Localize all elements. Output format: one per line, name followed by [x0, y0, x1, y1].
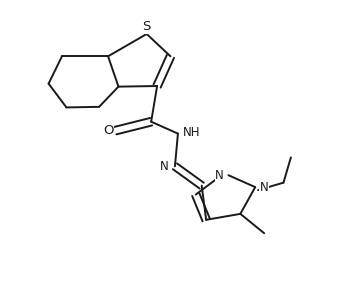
- Text: N: N: [260, 181, 268, 194]
- Text: N: N: [215, 169, 224, 182]
- Text: O: O: [103, 124, 113, 137]
- Text: NH: NH: [183, 126, 200, 139]
- Text: S: S: [143, 20, 151, 33]
- Text: N: N: [160, 160, 168, 173]
